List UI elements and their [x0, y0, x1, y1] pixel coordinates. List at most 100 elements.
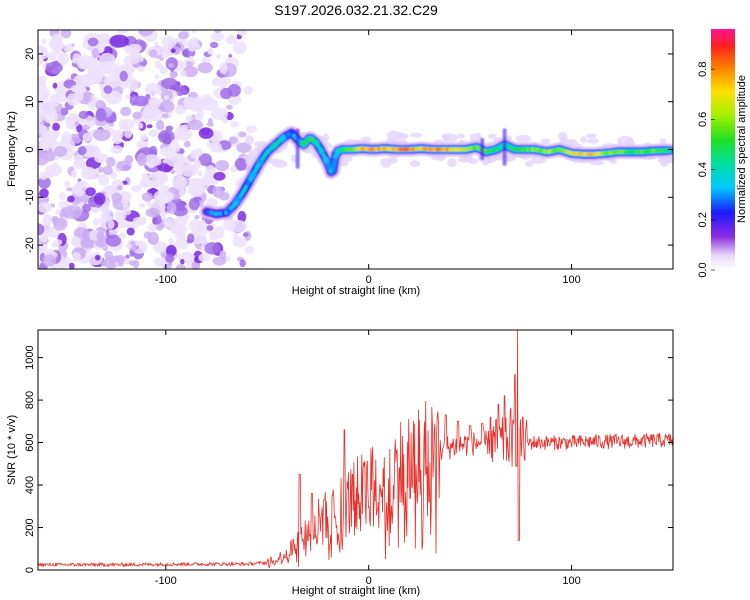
heatmap-noise-blob: [209, 141, 222, 153]
heatmap-ridge: [199, 125, 673, 221]
heatmap-noise-blob: [580, 136, 587, 144]
heatmap-noise-blob: [128, 55, 140, 65]
heatmap-noise-blob: [53, 217, 67, 231]
snr-y-tick-label: 400: [24, 476, 36, 494]
heatmap-noise-blob: [166, 202, 177, 214]
heatmap-noise-blob: [41, 38, 47, 44]
heatmap-noise-blob: [150, 98, 161, 110]
heatmap-noise-blob: [46, 52, 58, 61]
heatmap-noise-blob: [51, 33, 63, 44]
heatmap-noise-blob: [77, 117, 82, 123]
snr-y-tick-label: 800: [24, 391, 36, 409]
heatmap-noise-blob: [68, 262, 75, 269]
snr-y-tick-label: 600: [24, 433, 36, 451]
heatmap-noise-blob: [194, 113, 204, 121]
heatmap-noise-blob: [198, 153, 212, 167]
heatmap-noise-blob: [156, 223, 164, 231]
heatmap-noise-blob: [237, 30, 247, 36]
heatmap-noise-blob: [63, 205, 82, 220]
heatmap-noise-blob: [206, 121, 214, 127]
heatmap-noise-blob: [135, 241, 140, 247]
heatmap-noise-blob: [95, 108, 107, 122]
heatmap-noise-blob: [410, 132, 423, 138]
heatmap-noise-blob: [132, 111, 143, 120]
heatmap-noise-blob: [98, 166, 105, 173]
colorbar-tick-label: 0.2: [697, 212, 709, 227]
heatmap-noise-blob: [237, 211, 247, 223]
heatmap-noise-blob: [71, 236, 81, 246]
snr-y-tick-label: 200: [24, 518, 36, 536]
snr-series-line: [38, 330, 673, 569]
heatmap-noise-blob: [200, 94, 213, 106]
heatmap-noise-blob: [212, 186, 224, 198]
heatmap-noise-blob: [178, 31, 189, 40]
heatmap-noise-blob: [409, 160, 421, 168]
heatmap-noise-blob: [81, 80, 89, 85]
heatmap-noise-blob: [160, 185, 170, 192]
heatmap-noise-blob: [103, 124, 111, 129]
heatmap-noise-blob: [100, 35, 110, 44]
heatmap-noise-blob: [210, 107, 229, 120]
heatmap-noise-blob: [148, 129, 159, 137]
heatmap-noise-blob: [168, 63, 175, 68]
heatmap-noise-blob: [85, 187, 96, 197]
heatmap-noise-blob: [39, 171, 48, 180]
heatmap-noise-blob: [80, 166, 97, 180]
colorbar-tick-label: 0.6: [697, 112, 709, 127]
heatmap-noise-blob: [107, 219, 115, 230]
colorbar-tick-label: 0.0: [697, 262, 709, 277]
heatmap-noise-blob: [215, 160, 230, 172]
heatmap-noise-blob: [181, 226, 189, 232]
heatmap-noise-blob: [115, 255, 126, 263]
heatmap-noise-blob: [187, 233, 195, 244]
heatmap-noise-blob: [169, 222, 183, 235]
heatmap-noise-blob: [51, 265, 58, 269]
heatmap-noise-blob: [38, 233, 49, 243]
heatmap-noise-blob: [149, 49, 158, 58]
heatmap-noise-blob: [170, 48, 176, 54]
heatmap-noise-blob: [179, 70, 187, 77]
snr-x-ticks: -100 0 100: [155, 330, 581, 587]
heatmap-noise-blob: [146, 201, 152, 207]
heatmap-noise-blob: [159, 100, 175, 113]
heatmap-noise-blob: [90, 152, 95, 158]
heatmap-noise-blob: [136, 140, 147, 149]
heatmap-noise-blob: [657, 155, 673, 164]
heatmap-noise-blob: [64, 180, 70, 188]
heatmap-noise-blob: [126, 227, 135, 236]
heatmap-noise-blob: [172, 175, 187, 190]
heatmap-noise-blob: [219, 76, 231, 85]
heatmap-noise-blob: [524, 160, 534, 167]
heatmap-noise-blob: [267, 158, 281, 164]
heatmap-noise-blob: [234, 157, 247, 171]
heatmap-noise-blob: [70, 133, 76, 141]
heatmap-noise-blob: [191, 150, 198, 156]
heatmap-noise-blob: [38, 176, 51, 189]
heatmap-noise-blob: [223, 217, 237, 232]
heatmap-noise-blob: [103, 257, 119, 269]
snr-panel: -100 0 100 0 200 400 600 800 1000 Height of str…: [6, 329, 674, 597]
heatmap-noise-blob: [515, 134, 532, 143]
heatmap-noise-blob: [66, 93, 80, 107]
colorbar-ticks: 0.0 0.2 0.4 0.6 0.8: [697, 62, 715, 278]
heatmap-noise-blob: [99, 52, 116, 66]
heatmap-noise-blob: [90, 206, 100, 214]
heatmap-noise-blob: [57, 52, 69, 66]
heatmap-noise-blob: [142, 107, 154, 117]
heatmap-noise-blob: [98, 157, 103, 163]
heatmap-noise-blob: [175, 264, 186, 269]
heatmap-noise-blob: [136, 152, 147, 166]
heatmap-noise-blob: [232, 232, 238, 240]
heatmap-noise-blob: [165, 153, 187, 167]
heatmap-noise-blob: [167, 142, 181, 154]
heatmap-y-axis-label: Frequency (Hz): [6, 111, 18, 187]
heatmap-noise-blob: [141, 192, 153, 202]
heatmap-noise-blob: [174, 104, 186, 115]
heatmap-noise-blob: [82, 203, 92, 213]
heatmap-noise-blob: [243, 86, 253, 95]
heatmap-noise-blob: [112, 135, 123, 145]
heatmap-noise-blob: [92, 128, 111, 141]
heatmap-noise-blob: [468, 158, 478, 165]
heatmap-noise-blob: [213, 171, 226, 181]
heatmap-noise-blob: [43, 150, 56, 162]
